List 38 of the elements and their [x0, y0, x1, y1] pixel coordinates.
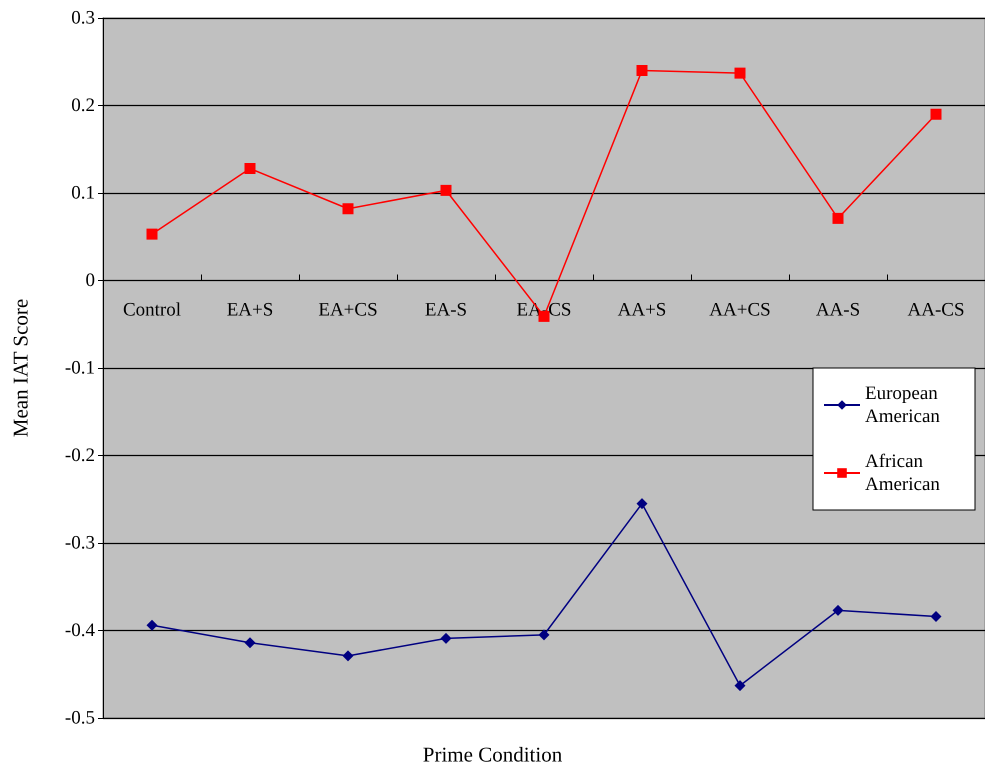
y-axis-title: Mean IAT Score	[8, 298, 32, 438]
x-tick-label: EA+S	[226, 300, 274, 320]
y-tick-label: -0.3	[64, 532, 95, 554]
y-tick-label: -0.2	[64, 445, 95, 466]
legend-label: European American	[865, 383, 943, 427]
point	[734, 680, 746, 692]
y-tick-label: 0.2	[71, 95, 95, 116]
x-tick-label: EA+CS	[318, 300, 378, 320]
point	[440, 632, 452, 644]
point	[832, 604, 844, 616]
y-tick-label: 0.1	[71, 182, 95, 204]
y-tick-label: -0.4	[64, 620, 96, 641]
x-tick-label: AA-CS	[907, 300, 965, 320]
point	[734, 68, 746, 79]
legend-label: African American	[865, 451, 940, 495]
x-tick-label: AA+S	[618, 300, 666, 320]
x-tick-label: AA-S	[816, 300, 860, 320]
y-tick-label: -0.5	[64, 708, 95, 728]
point	[538, 629, 550, 640]
y-tick-label: 0.3	[71, 8, 95, 28]
x-tick-label: EA-S	[424, 300, 468, 320]
point	[930, 108, 942, 120]
point	[342, 203, 354, 214]
point	[146, 620, 158, 631]
y-tick-label: -0.1	[64, 358, 95, 378]
point	[636, 498, 648, 510]
y-tick-label: 0	[86, 270, 95, 291]
x-axis-title: Prime Condition	[422, 742, 563, 766]
point	[636, 65, 648, 76]
point	[244, 163, 256, 174]
point	[146, 228, 158, 240]
x-tick-label: Control	[122, 300, 182, 320]
point	[832, 212, 844, 224]
x-tick-label: AA+CS	[709, 300, 771, 320]
point	[342, 650, 354, 662]
point	[244, 637, 256, 648]
point	[930, 611, 942, 622]
point	[440, 184, 452, 196]
